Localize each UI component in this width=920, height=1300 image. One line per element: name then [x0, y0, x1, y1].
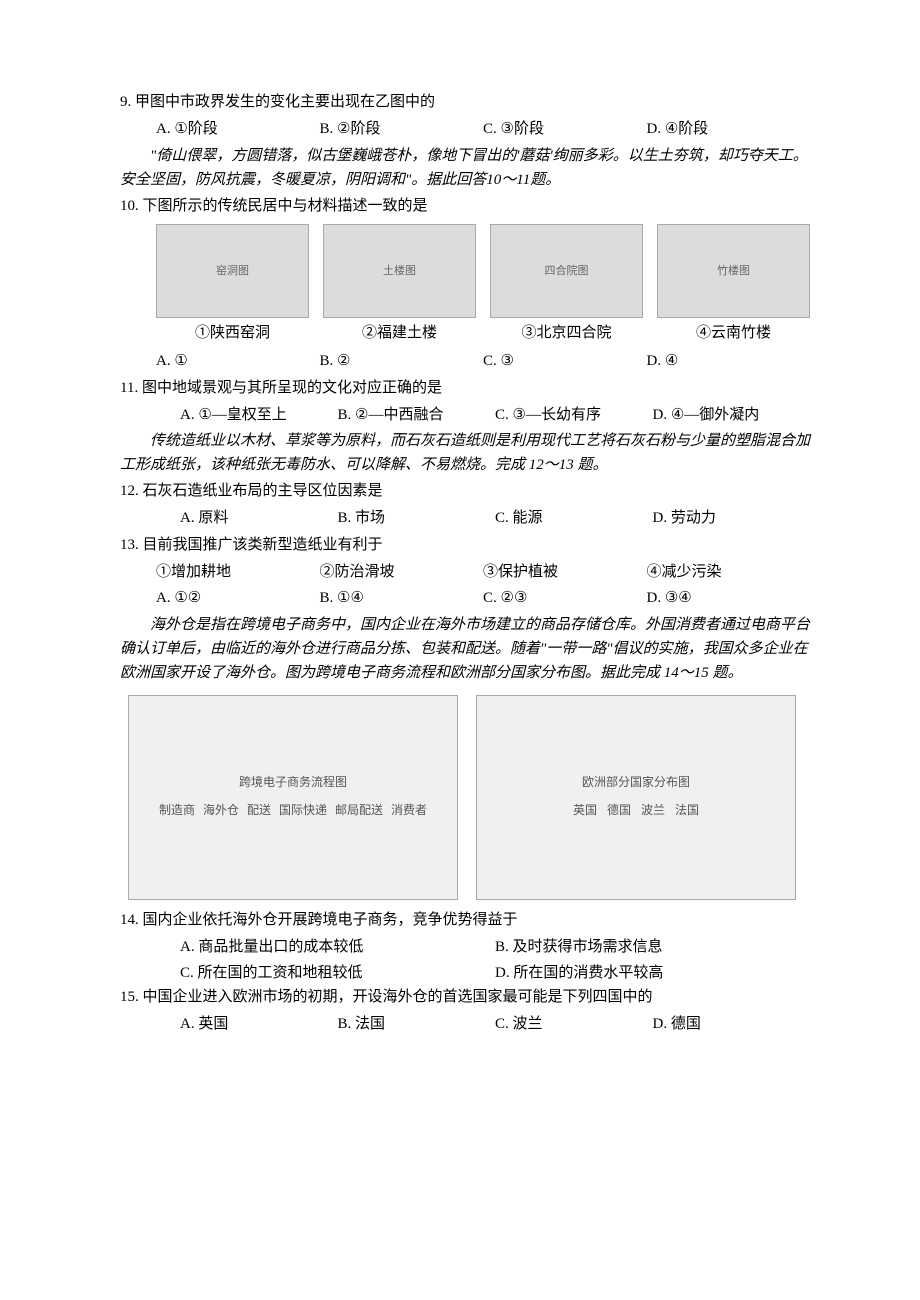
q10-opt-b: B. ② — [320, 349, 484, 374]
q13-opt-b: B. ①④ — [320, 586, 484, 611]
q15-opt-a: A. 英国 — [180, 1012, 338, 1037]
q9-options: A. ①阶段 B. ②阶段 C. ③阶段 D. ④阶段 — [120, 117, 810, 142]
europe-map-desc: 欧洲部分国家分布图 — [582, 773, 690, 793]
q10-cap4: ④云南竹楼 — [696, 321, 771, 346]
q9-opt-b: B. ②阶段 — [320, 117, 484, 142]
q10-images: 窑洞图 ①陕西窑洞 土楼图 ②福建土楼 四合院图 ③北京四合院 竹楼图 ④云南竹… — [120, 224, 810, 346]
q13-opt-a: A. ①② — [156, 586, 320, 611]
q15-opt-b: B. 法国 — [338, 1012, 496, 1037]
q10-options: A. ① B. ② C. ③ D. ④ — [120, 349, 810, 374]
q10-img3-cell: 四合院图 ③北京四合院 — [490, 224, 643, 346]
q12-opt-b: B. 市场 — [338, 506, 496, 531]
q12-opt-d: D. 劳动力 — [653, 506, 811, 531]
flow-diagram: 跨境电子商务流程图 制造商 海外仓 配送 国际快递 邮局配送 消费者 — [128, 695, 458, 900]
q13-opt-c: C. ②③ — [483, 586, 647, 611]
q10-opt-c: C. ③ — [483, 349, 647, 374]
q11-stem: 11. 图中地域景观与其所呈现的文化对应正确的是 — [120, 376, 810, 401]
q12-options: A. 原料 B. 市场 C. 能源 D. 劳动力 — [120, 506, 810, 531]
fr-l3: 法国 — [675, 801, 699, 821]
q11-opt-c: C. ③—长幼有序 — [495, 403, 653, 428]
fl-l0: 制造商 — [159, 801, 195, 821]
q15-opt-d: D. 德国 — [653, 1012, 811, 1037]
q12-opt-a: A. 原料 — [180, 506, 338, 531]
figures-row: 跨境电子商务流程图 制造商 海外仓 配送 国际快递 邮局配送 消费者 欧洲部分国… — [120, 695, 810, 900]
q10-cap2: ②福建土楼 — [362, 321, 437, 346]
q13-sub-options: ①增加耕地 ②防治滑坡 ③保护植被 ④减少污染 — [120, 560, 810, 585]
q14-opt-d: D. 所在国的消费水平较高 — [495, 961, 810, 986]
q10-img2: 土楼图 — [323, 224, 476, 318]
q14-opt-b: B. 及时获得市场需求信息 — [495, 935, 810, 960]
q15-options: A. 英国 B. 法国 C. 波兰 D. 德国 — [120, 1012, 810, 1037]
q13-s2: ②防治滑坡 — [320, 560, 484, 585]
fr-l2: 波兰 — [641, 801, 665, 821]
q13-s1: ①增加耕地 — [156, 560, 320, 585]
q14-options: A. 商品批量出口的成本较低 B. 及时获得市场需求信息 C. 所在国的工资和地… — [120, 935, 810, 986]
q10-cap3: ③北京四合院 — [521, 321, 611, 346]
europe-map: 欧洲部分国家分布图 英国 德国 波兰 法国 — [476, 695, 796, 900]
q9-opt-d: D. ④阶段 — [647, 117, 811, 142]
q10-img1: 窑洞图 — [156, 224, 309, 318]
fl-l5: 消费者 — [391, 801, 427, 821]
fl-l2: 配送 — [247, 801, 271, 821]
q13-s3: ③保护植被 — [483, 560, 647, 585]
q9-opt-a: A. ①阶段 — [156, 117, 320, 142]
q11-opt-d: D. ④—御外凝内 — [653, 403, 811, 428]
q10-stem: 10. 下图所示的传统民居中与材料描述一致的是 — [120, 194, 810, 219]
q10-img4-cell: 竹楼图 ④云南竹楼 — [657, 224, 810, 346]
passage-14-15: 海外仓是指在跨境电子商务中，国内企业在海外市场建立的商品存储仓库。外国消费者通过… — [120, 613, 810, 685]
q13-options: A. ①② B. ①④ C. ②③ D. ③④ — [120, 586, 810, 611]
fr-l1: 德国 — [607, 801, 631, 821]
q13-opt-d: D. ③④ — [647, 586, 811, 611]
q11-opt-a: A. ①—皇权至上 — [180, 403, 338, 428]
q10-img3: 四合院图 — [490, 224, 643, 318]
q15-opt-c: C. 波兰 — [495, 1012, 653, 1037]
fl-l4: 邮局配送 — [335, 801, 383, 821]
q10-img2-cell: 土楼图 ②福建土楼 — [323, 224, 476, 346]
q9-opt-c: C. ③阶段 — [483, 117, 647, 142]
q11-opt-b: B. ②—中西融合 — [338, 403, 496, 428]
flow-diagram-desc: 跨境电子商务流程图 — [239, 773, 347, 793]
q14-stem: 14. 国内企业依托海外仓开展跨境电子商务，竞争优势得益于 — [120, 908, 810, 933]
q10-opt-a: A. ① — [156, 349, 320, 374]
q10-cap1: ①陕西窑洞 — [195, 321, 270, 346]
fl-l3: 国际快递 — [279, 801, 327, 821]
q13-stem: 13. 目前我国推广该类新型造纸业有利于 — [120, 533, 810, 558]
q11-options: A. ①—皇权至上 B. ②—中西融合 C. ③—长幼有序 D. ④—御外凝内 — [120, 403, 810, 428]
passage-10-11: "倚山偎翠，方圆错落，似古堡巍峨苍朴，像地下冒出的'蘑菇'绚丽多彩。以生土夯筑，… — [120, 144, 810, 192]
q10-img4: 竹楼图 — [657, 224, 810, 318]
fr-l0: 英国 — [573, 801, 597, 821]
q14-opt-c: C. 所在国的工资和地租较低 — [180, 961, 495, 986]
q10-opt-d: D. ④ — [647, 349, 811, 374]
fl-l1: 海外仓 — [203, 801, 239, 821]
q14-opt-a: A. 商品批量出口的成本较低 — [180, 935, 495, 960]
q9-stem: 9. 甲图中市政界发生的变化主要出现在乙图中的 — [120, 90, 810, 115]
q10-img1-cell: 窑洞图 ①陕西窑洞 — [156, 224, 309, 346]
q15-stem: 15. 中国企业进入欧洲市场的初期，开设海外仓的首选国家最可能是下列四国中的 — [120, 985, 810, 1010]
q12-stem: 12. 石灰石造纸业布局的主导区位因素是 — [120, 479, 810, 504]
q13-s4: ④减少污染 — [647, 560, 811, 585]
passage-12-13: 传统造纸业以木材、草浆等为原料，而石灰石造纸则是利用现代工艺将石灰石粉与少量的塑… — [120, 429, 810, 477]
q12-opt-c: C. 能源 — [495, 506, 653, 531]
